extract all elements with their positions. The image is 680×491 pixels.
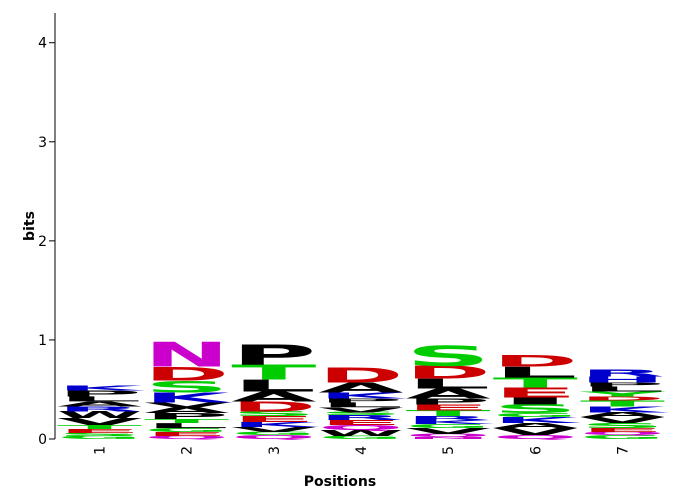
logo-letter: A [406,386,491,402]
logo-letter: E [406,403,491,413]
y-tick-label: 2 [38,234,47,250]
logo-letter: Q [580,431,665,436]
logo-letter: A [493,422,578,430]
logo-letter: G [318,435,403,440]
logo-letter: P [580,381,665,387]
x-tick-label: 1 [93,446,109,455]
logo-letter: H [580,375,665,385]
logo-letter: L [57,395,142,403]
logo-letter: S [144,377,229,396]
logo-letter: W [57,409,142,420]
logo-letter: Q [493,434,578,440]
logo-letter: E [231,415,316,425]
logo-letter: G [231,431,316,436]
logo-letter: A [580,411,665,419]
logo-letter: L [144,422,229,430]
logo-letter: L [406,376,491,392]
y-tick-label: 3 [38,135,47,151]
logo-letter: D [406,362,491,383]
logo-letter: S [318,411,403,416]
logo-letter: W [318,428,403,438]
logo-letter: L [580,385,665,393]
logo-letter: T [57,424,142,430]
logo-letter: A [231,389,316,405]
y-tick-label: 0 [38,432,47,448]
logo-letter: S [406,341,491,372]
logo-letter: A [318,380,403,396]
logo-letter: V [144,401,229,409]
logo-letter: R [318,414,403,422]
logo-letter: Q [144,435,229,440]
logo-letter: D [318,364,403,388]
x-axis-label: Positions [304,474,376,490]
logo-letter: G [406,423,491,429]
logo-letter: S [580,422,665,430]
logo-letter: T [231,361,316,385]
x-tick-label: 6 [528,446,544,455]
logo-letter: T [406,409,491,419]
logo-letter: A [57,400,142,408]
logo-letter: Q [318,424,403,432]
logo-letter: P [231,340,316,371]
x-tick-label: 7 [615,446,631,455]
logo-letter: P [144,412,229,422]
logo-letter: T [580,399,665,409]
logo-letter: Q [406,433,491,438]
logo-letter: E [493,385,578,401]
x-tick-label: 5 [441,446,457,455]
logo-letter: S [493,402,578,416]
x-tick-label: 3 [267,446,283,455]
logo-letter: A [144,406,229,416]
y-tick-label: 1 [38,333,47,349]
logo-letter: T [493,375,579,391]
logo-letter: T [144,418,229,424]
logo-letter: D [493,352,578,371]
x-tick-label: 2 [180,446,196,455]
logo-letter: K [318,391,408,401]
y-axis-label: bits [22,211,38,241]
logo-letter: D [580,395,665,401]
logo-letter: R [406,415,491,421]
logo-letter: P [57,389,142,399]
logo-letter: V [57,416,142,427]
y-tick-label: 4 [38,36,47,52]
logo-letter: K [580,405,670,415]
logo-letter: E [318,419,403,427]
logo-letter: R [580,368,665,379]
logo-letter: K [57,384,147,392]
logo-letter: E [144,431,229,437]
logo-letter: L [231,376,316,395]
logo-letter: L [318,401,403,409]
logo-letter: D [231,399,316,415]
logo-letter: I [493,395,578,406]
logo-letter: V [318,406,403,414]
logo-letter: P [318,397,403,403]
logo-letter: K [406,419,494,425]
logo-letter: G [580,434,665,440]
logo-letter: K [493,416,583,426]
logo-letter: V [231,426,316,434]
logo-letter: V [580,416,665,426]
logo-letter: S [57,432,142,437]
logo-letter: E [57,428,142,434]
logo-letter: P [406,397,491,407]
logo-letter: R [57,405,142,413]
logo-letter: G [493,412,578,418]
logo-letter: N [406,436,491,439]
logo-letter: N [144,335,229,375]
logo-letter: E [580,427,665,433]
logo-letter: S [231,410,316,418]
x-tick-label: 4 [354,446,370,455]
logo-letter: K [231,421,321,429]
logo-letter: V [493,426,578,437]
logo-letter: V [406,426,491,436]
logo-letter: K [144,390,233,406]
logo-letter: G [57,435,142,440]
logo-letter: Q [231,434,316,440]
logo-letter: G [144,427,229,433]
logo-letter: D [144,363,229,385]
logo-letter: Y [578,390,666,398]
logo-letter: L [493,364,578,381]
